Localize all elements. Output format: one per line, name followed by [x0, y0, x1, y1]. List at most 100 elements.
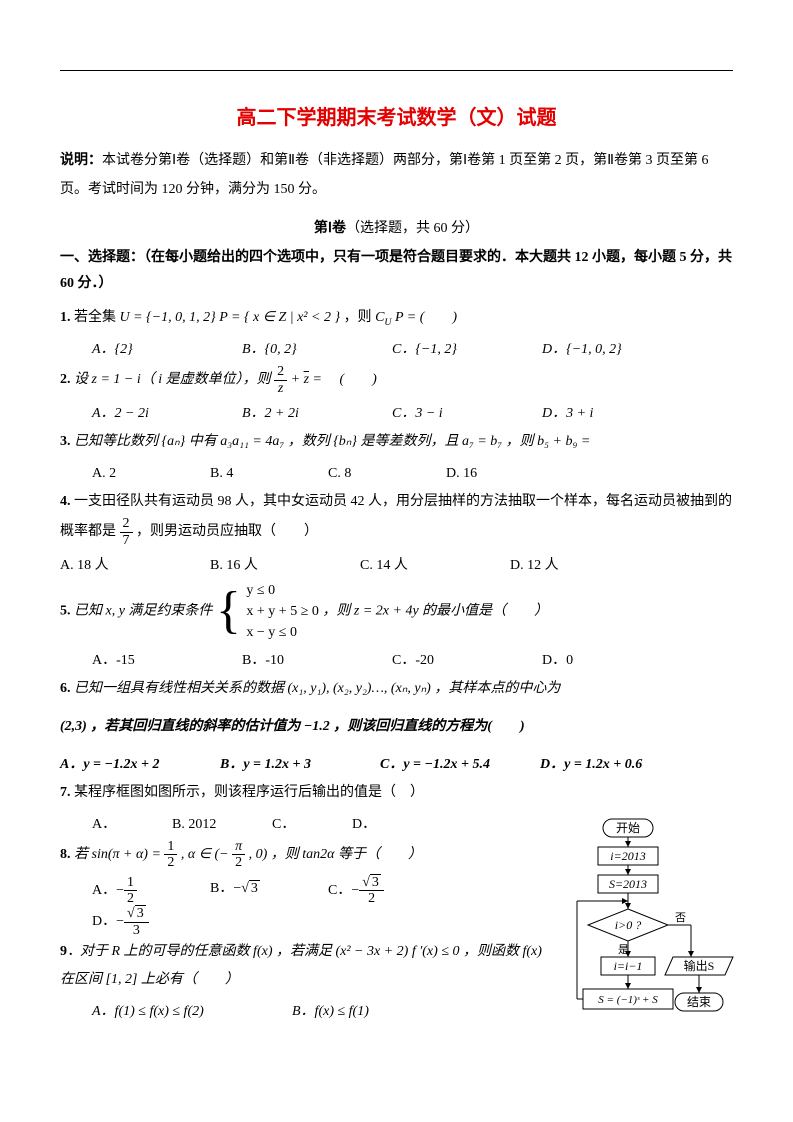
q2-text: 设 z = 1 − i（ i 是虚数单位），则	[74, 372, 274, 387]
q3-opt-a: A. 2	[92, 460, 210, 488]
q1-num: 1.	[60, 310, 71, 325]
q2-zbar: z	[304, 372, 309, 387]
q4-opt-d: D. 12 人	[510, 552, 660, 580]
q9-text-a: 对于 R 上的可导的任意函数 f(x) ，若满足 (x² − 3x + 2) f…	[60, 944, 542, 987]
q9-num: 9.	[60, 944, 75, 959]
q5-brace: { y ≤ 0 x + y + 5 ≥ 0 x − y ≤ 0	[216, 580, 319, 643]
section-instructions: 一、选择题：（在每小题给出的四个选项中，只有一项是符合题目要求的．本大题共 12…	[60, 245, 733, 298]
q9-opt-b: B．f(x) ≤ f(1)	[292, 998, 442, 1026]
q7-num: 7.	[60, 785, 71, 800]
q4-frac: 27	[120, 516, 133, 548]
question-8: 8. 若 sin(π + α) = 12 , α ∈ (− π2 , 0) ，则…	[60, 839, 543, 871]
q3-options: A. 2 B. 4 C. 8 D. 16	[60, 460, 733, 488]
q6-line2: (2,3) ，若其回归直线的斜率的估计值为 −1.2 ，则该回归直线的方程为( …	[60, 713, 733, 741]
q5-num: 5.	[60, 604, 71, 619]
svg-text:输出S: 输出S	[684, 958, 715, 973]
q6-text-b: (2,3) ，若其回归直线的斜率的估计值为 −1.2 ，则该回归直线的方程为( …	[60, 719, 525, 734]
q1-opt-c: C．{−1, 2}	[392, 336, 542, 364]
q4-opt-c: C. 14 人	[360, 552, 510, 580]
svg-text:开始: 开始	[616, 821, 640, 835]
q5-opt-b: B．-10	[242, 647, 392, 675]
section-rest: （选择题，共 60 分）	[346, 221, 479, 236]
q8-opt-a: A．−12	[92, 875, 210, 907]
q6-num: 6.	[60, 681, 71, 696]
q1-text-b: ，则	[344, 310, 376, 325]
section-bold: 第Ⅰ卷	[314, 221, 346, 236]
svg-text:i=2013: i=2013	[610, 849, 645, 863]
q1-opt-a: A．{2}	[92, 336, 242, 364]
q8-frac2: π2	[232, 839, 245, 871]
q6-opt-b: B．y = 1.2x + 3	[220, 751, 380, 779]
q1-text-a: 若全集	[74, 310, 120, 325]
q9-options: A．f(1) ≤ f(x) ≤ f(2) B．f(x) ≤ f(1)	[60, 998, 543, 1026]
svg-text:结束: 结束	[687, 995, 711, 1009]
q8-text-a: 若 sin(π + α) =	[74, 847, 164, 862]
svg-text:i=i−1: i=i−1	[614, 959, 643, 973]
svg-text:S = (−1)ˢ + S: S = (−1)ˢ + S	[598, 994, 658, 1006]
flowchart: 开始 i=2013 S=2013 i>0 ? 是 否 i=i−1	[573, 817, 743, 1067]
q8-options: A．−12 B．−√3 C．−√32 D．−√33	[60, 875, 543, 939]
q7-opt-a: A．	[92, 811, 172, 839]
q8-opt-d: D．−√33	[92, 906, 210, 938]
svg-text:否: 否	[675, 912, 686, 924]
q4-opt-a: A. 18 人	[60, 552, 210, 580]
q2-plus: +	[291, 372, 304, 387]
q6-text-a: 已知一组具有线性相关关系的数据 (x₁, y₁), (x₂, y₂)…, (xₙ…	[74, 681, 560, 696]
q6-opt-a: A．y = −1.2x + 2	[60, 751, 220, 779]
q2-num: 2.	[60, 372, 71, 387]
q5-text-a: 已知 x, y 满足约束条件	[74, 604, 216, 619]
q5-options: A．-15 B．-10 C．-20 D．0	[60, 647, 733, 675]
q8-opt-b: B．−√3	[210, 875, 328, 907]
exam-title: 高二下学期期末考试数学（文）试题	[60, 101, 733, 130]
q5-line2: x + y + 5 ≥ 0	[246, 604, 318, 619]
q3-num: 3.	[60, 434, 71, 449]
svg-text:是: 是	[618, 943, 629, 956]
q8-frac1: 12	[164, 839, 177, 871]
q5-opt-c: C．-20	[392, 647, 542, 675]
question-5: 5. 已知 x, y 满足约束条件 { y ≤ 0 x + y + 5 ≥ 0 …	[60, 580, 733, 643]
q4-opt-b: B. 16 人	[210, 552, 360, 580]
question-9: 9. 对于 R 上的可导的任意函数 f(x) ，若满足 (x² − 3x + 2…	[60, 938, 543, 994]
q9-opt-a: A．f(1) ≤ f(x) ≤ f(2)	[92, 998, 292, 1026]
q1-C: CU	[375, 310, 391, 325]
q3-text: 已知等比数列 {aₙ} 中有 a₃a₁₁ = 4a₇ ，数列 {bₙ} 是等差数…	[74, 434, 590, 449]
q1-opt-b: B．{0, 2}	[242, 336, 392, 364]
q8-text-c: , 0) ，则 tan2α 等于（ ）	[249, 847, 422, 862]
question-7: 7. 某程序框图如图所示，则该程序运行后输出的值是（ ）	[60, 779, 543, 807]
q5-line3: x − y ≤ 0	[246, 625, 297, 640]
svg-text:S=2013: S=2013	[609, 877, 647, 891]
q1-opt-d: D．{−1, 0, 2}	[542, 336, 692, 364]
question-4: 4. 一支田径队共有运动员 98 人，其中女运动员 42 人，用分层抽样的方法抽…	[60, 488, 733, 548]
q2-opt-c: C．3 − i	[392, 400, 542, 428]
question-3: 3. 已知等比数列 {aₙ} 中有 a₃a₁₁ = 4a₇ ，数列 {bₙ} 是…	[60, 428, 733, 456]
section-header: 第Ⅰ卷（选择题，共 60 分）	[60, 217, 733, 237]
q6-options: A．y = −1.2x + 2 B．y = 1.2x + 3 C．y = −1.…	[60, 751, 733, 779]
q6-opt-c: C．y = −1.2x + 5.4	[380, 751, 540, 779]
q4-num: 4.	[60, 494, 71, 509]
q5-line1: y ≤ 0	[246, 583, 275, 598]
q5-opt-a: A．-15	[92, 647, 242, 675]
q2-options: A．2 − 2i B．2 + 2i C．3 − i D．3 + i	[60, 400, 733, 428]
q7-opt-d: D．	[352, 811, 432, 839]
q6-opt-d: D．y = 1.2x + 0.6	[540, 751, 700, 779]
q2-opt-b: B．2 + 2i	[242, 400, 392, 428]
question-6: 6. 已知一组具有线性相关关系的数据 (x₁, y₁), (x₂, y₂)…, …	[60, 675, 733, 703]
instructions-label: 说明：	[60, 153, 102, 168]
instructions: 说明：本试卷分第Ⅰ卷（选择题）和第Ⅱ卷（非选择题）两部分，第Ⅰ卷第 1 页至第 …	[60, 146, 733, 205]
question-2: 2. 设 z = 1 − i（ i 是虚数单位），则 2z + z = ( )	[60, 364, 733, 396]
q2-frac: 2z	[274, 364, 287, 396]
q1-U: U = {−1, 0, 1, 2}	[120, 310, 216, 325]
q7-options: A． B. 2012 C． D．	[60, 811, 543, 839]
q7-opt-b: B. 2012	[172, 811, 272, 839]
q1-options: A．{2} B．{0, 2} C．{−1, 2} D．{−1, 0, 2}	[60, 336, 733, 364]
q4-text-b: ，则男运动员应抽取（ ）	[136, 524, 318, 539]
instructions-text: 本试卷分第Ⅰ卷（选择题）和第Ⅱ卷（非选择题）两部分，第Ⅰ卷第 1 页至第 2 页…	[60, 153, 709, 197]
svg-text:i>0 ?: i>0 ?	[615, 918, 641, 932]
q8-opt-c: C．−√32	[328, 875, 446, 907]
q3-opt-b: B. 4	[210, 460, 328, 488]
q3-opt-d: D. 16	[446, 460, 564, 488]
q1-P: P = { x ∈ Z | x² < 2 }	[219, 310, 340, 325]
q3-opt-c: C. 8	[328, 460, 446, 488]
q2-opt-d: D．3 + i	[542, 400, 692, 428]
q7-text: 某程序框图如图所示，则该程序运行后输出的值是（ ）	[74, 785, 424, 800]
